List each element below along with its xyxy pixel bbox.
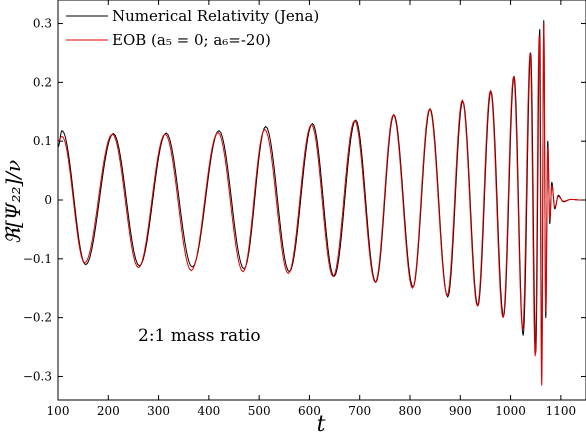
x-tick-label: 800 [399, 404, 422, 418]
x-tick-label: 300 [147, 404, 170, 418]
series-line-eob [57, 23, 581, 386]
y-tick-label: 0.3 [33, 17, 52, 31]
legend-label-nr: Numerical Relativity (Jena) [112, 7, 319, 25]
y-tick-label: 0.2 [33, 75, 52, 89]
legend-label-eob: EOB (a₅ = 0; a₆=-20) [112, 31, 271, 49]
y-tick-label: −0.2 [23, 311, 52, 325]
annotation-mass-ratio: 2:1 mass ratio [138, 326, 261, 346]
x-tick-label: 400 [197, 404, 220, 418]
x-tick-label: 700 [348, 404, 371, 418]
y-axis-title: ℜ[Ψ₂₂]/ν [1, 160, 25, 244]
x-tick-label: 500 [248, 404, 271, 418]
x-tick-label: 200 [97, 404, 120, 418]
x-tick-label: 600 [298, 404, 321, 418]
legend: Numerical Relativity (Jena) EOB (a₅ = 0;… [66, 7, 319, 49]
y-tick-label: −0.1 [23, 252, 52, 266]
x-tick-label: 100 [47, 404, 70, 418]
plot-lines [57, 20, 581, 386]
series-line-nr [57, 20, 581, 377]
x-tick-label: 1100 [546, 404, 577, 418]
x-tick-label: 1000 [495, 404, 526, 418]
y-tick-label: 0.1 [33, 134, 52, 148]
x-tick-label: 900 [449, 404, 472, 418]
y-tick-label: −0.3 [23, 369, 52, 383]
axis-ticks: 100 200 300 400 500 600 700 800 900 1000 1100 −0.3 −… [23, 0, 586, 418]
x-axis-title: t [317, 412, 326, 436]
y-tick-label: 0 [44, 193, 52, 207]
